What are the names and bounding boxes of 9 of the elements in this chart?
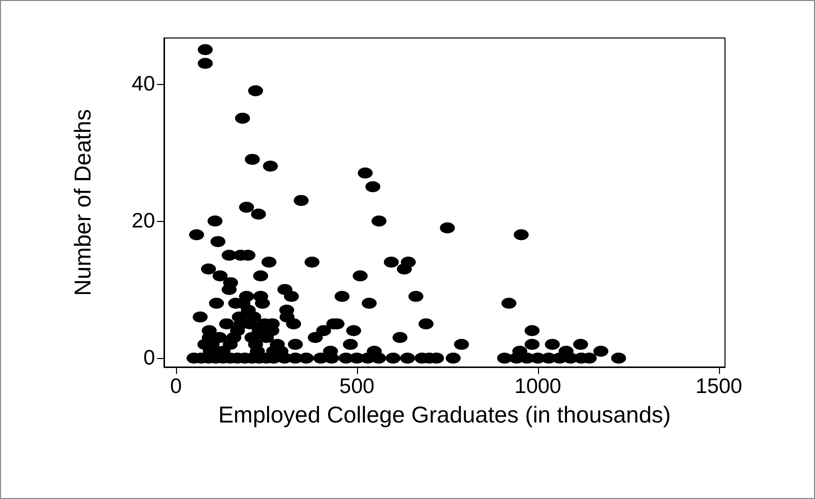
- x-tick-label: 0: [170, 375, 182, 398]
- y-tick-label: 0: [143, 346, 155, 370]
- x-tick-label: 500: [339, 375, 374, 398]
- x-tick-label: 1500: [695, 375, 742, 398]
- y-tick-label: 20: [132, 210, 155, 233]
- x-tick-label: 1000: [514, 375, 562, 398]
- y-tick-label: 40: [132, 72, 155, 96]
- x-axis-title: Employed College Graduates (in thousands): [218, 402, 671, 428]
- y-axis-title: Number of Deaths: [70, 109, 96, 296]
